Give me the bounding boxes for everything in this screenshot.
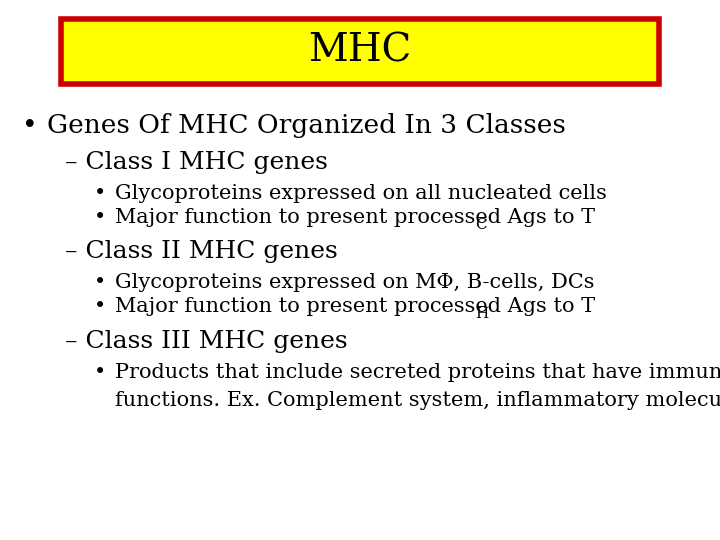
Text: •: • [94, 363, 106, 382]
Text: H: H [475, 307, 488, 321]
Text: MHC: MHC [308, 33, 412, 70]
Text: Products that include secreted proteins that have immune: Products that include secreted proteins … [115, 363, 720, 382]
Text: Genes Of MHC Organized In 3 Classes: Genes Of MHC Organized In 3 Classes [47, 113, 566, 138]
Text: – Class III MHC genes: – Class III MHC genes [65, 330, 348, 354]
Text: – Class I MHC genes: – Class I MHC genes [65, 151, 328, 174]
Text: functions. Ex. Complement system, inflammatory molecules: functions. Ex. Complement system, inflam… [115, 391, 720, 410]
Text: – Class II MHC genes: – Class II MHC genes [65, 240, 338, 264]
Text: Major function to present processed Ags to T: Major function to present processed Ags … [115, 297, 595, 316]
FancyBboxPatch shape [61, 19, 659, 84]
Text: •: • [22, 113, 37, 138]
Text: Glycoproteins expressed on MΦ, B-cells, DCs: Glycoproteins expressed on MΦ, B-cells, … [115, 273, 595, 292]
Text: Glycoproteins expressed on all nucleated cells: Glycoproteins expressed on all nucleated… [115, 184, 607, 202]
Text: •: • [94, 184, 106, 202]
Text: •: • [94, 297, 106, 316]
Text: Major function to present processed Ags to T: Major function to present processed Ags … [115, 208, 595, 227]
Text: •: • [94, 273, 106, 292]
Text: C: C [475, 218, 487, 232]
Text: •: • [94, 208, 106, 227]
